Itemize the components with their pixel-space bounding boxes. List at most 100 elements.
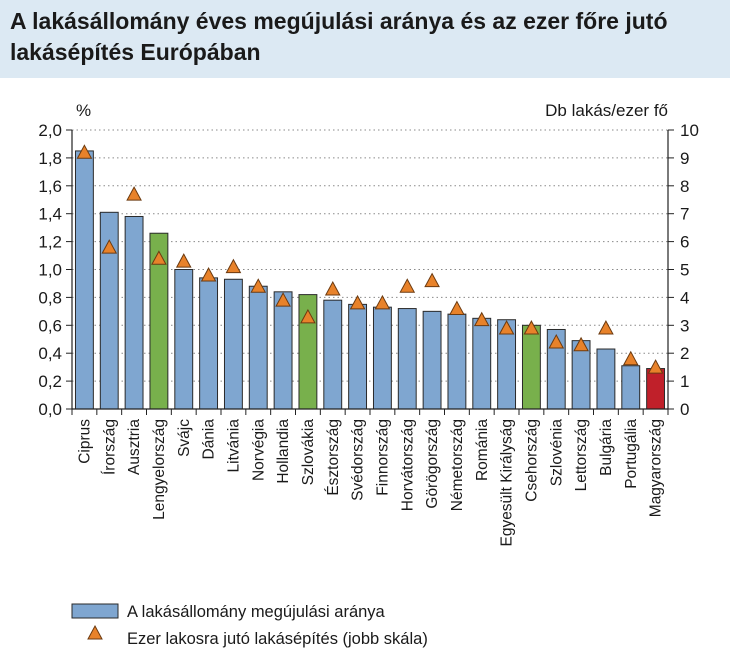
- bar: [397, 308, 417, 410]
- left-tick-label: 0,0: [38, 400, 62, 419]
- legend-bar-label: A lakásállomány megújulási aránya: [127, 603, 386, 621]
- triangle-marker: [250, 278, 267, 293]
- legend-bar-swatch: [71, 603, 119, 619]
- triangle-marker: [101, 239, 118, 254]
- category-label: Észtország: [325, 419, 342, 496]
- category-label: Dánia: [201, 419, 218, 460]
- right-axis-unit: Db lakás/ezer fő: [545, 101, 668, 120]
- right-tick-label: 10: [680, 121, 699, 140]
- legend-triangle-icon: [87, 624, 103, 640]
- category-label: Ciprus: [76, 419, 93, 464]
- bar: [646, 368, 666, 410]
- right-tick-label: 7: [680, 205, 689, 224]
- category-label: Szlovénia: [548, 419, 565, 487]
- triangle-marker: [573, 336, 589, 352]
- tick-labels: 0,0 0 0,2 1 0,4 2 0,6 3 0,8 4 1,0 5 1,2 6 1,4 7 1,6 8 1,8 9…: [38, 121, 699, 547]
- triangle-marker: [76, 144, 93, 159]
- triangle-marker: [275, 292, 291, 307]
- category-label: Svédország: [350, 419, 367, 501]
- markers: [76, 144, 664, 374]
- axes: [66, 129, 674, 415]
- bar: [273, 291, 293, 410]
- left-tick-label: 1,2: [38, 233, 62, 252]
- bar: [223, 278, 243, 410]
- category-label: Bulgária: [598, 419, 615, 476]
- left-axis-unit: %: [76, 101, 91, 120]
- left-tick-label: 1,6: [38, 177, 62, 196]
- bar: [596, 348, 616, 410]
- right-tick-label: 1: [680, 372, 689, 391]
- triangle-marker: [523, 320, 540, 335]
- bar: [248, 285, 268, 410]
- right-tick-label: 8: [680, 177, 689, 196]
- bar: [472, 317, 492, 410]
- left-tick-label: 0,6: [38, 316, 62, 335]
- bar: [447, 313, 467, 410]
- triangle-marker: [200, 267, 217, 282]
- triangle-marker: [225, 258, 242, 274]
- triangle-marker: [126, 186, 142, 201]
- category-label: Horvátország: [399, 419, 416, 511]
- category-label: Lengyelország: [151, 419, 168, 520]
- category-label: Ausztria: [126, 419, 143, 475]
- triangle-marker: [151, 250, 167, 265]
- triangle-marker: [349, 294, 366, 310]
- bar: [74, 150, 94, 410]
- triangle-marker: [548, 333, 565, 349]
- chart-svg: 0,0 0 0,2 1 0,4 2 0,6 3 0,8 4 1,0 5 1,2 6 1,4 7 1,6 8 1,8 9…: [38, 101, 699, 648]
- left-tick-label: 0,8: [38, 288, 62, 307]
- right-tick-label: 0: [680, 400, 689, 419]
- category-label: Egyesült Királyság: [499, 419, 516, 547]
- triangle-marker: [424, 272, 440, 288]
- category-label: Finnország: [374, 419, 391, 496]
- category-label: Svájc: [176, 419, 193, 457]
- triangle-marker: [473, 311, 490, 327]
- category-label: Litvánia: [225, 419, 242, 473]
- category-label: Magyarország: [648, 419, 665, 517]
- bar: [422, 310, 442, 410]
- triangle-marker: [498, 320, 515, 335]
- bar: [323, 299, 343, 410]
- triangle-marker: [324, 280, 341, 296]
- triangle-marker: [647, 359, 664, 374]
- chart-area: 0,0 0 0,2 1 0,4 2 0,6 3 0,8 4 1,0 5 1,2 6 1,4 7 1,6 8 1,8 9…: [0, 78, 730, 666]
- right-tick-label: 3: [680, 316, 689, 335]
- legend-marker-label: Ezer lakosra jutó lakásépítés (jobb skál…: [127, 630, 428, 648]
- left-tick-label: 2,0: [38, 121, 62, 140]
- bar: [521, 324, 541, 410]
- chart-title: A lakásállomány éves megújulási aránya é…: [10, 8, 668, 65]
- bar: [372, 306, 392, 410]
- gridlines: [72, 129, 668, 382]
- bar: [621, 365, 641, 410]
- category-label: Csehország: [523, 419, 540, 502]
- right-tick-label: 6: [680, 233, 689, 252]
- triangle-marker: [175, 253, 192, 268]
- right-tick-label: 4: [680, 288, 689, 307]
- right-tick-label: 9: [680, 149, 689, 168]
- right-tick-label: 5: [680, 261, 689, 280]
- left-tick-label: 0,4: [38, 344, 62, 363]
- category-label: Románia: [474, 419, 491, 481]
- left-tick-label: 0,2: [38, 372, 62, 391]
- triangle-marker: [374, 294, 391, 310]
- category-label: Norvégia: [250, 419, 267, 481]
- bars: [74, 150, 666, 410]
- category-label: Görögország: [424, 419, 441, 509]
- legend: A lakásállomány megújulási aránya Ezer l…: [71, 603, 428, 648]
- left-tick-label: 1,8: [38, 149, 62, 168]
- bar: [174, 269, 194, 410]
- category-label: Hollandia: [275, 419, 292, 484]
- bar: [124, 215, 144, 410]
- triangle-marker: [449, 300, 465, 316]
- right-tick-label: 2: [680, 344, 689, 363]
- triangle-marker: [300, 308, 316, 324]
- triangle-marker: [598, 320, 614, 335]
- triangle-marker: [622, 350, 639, 366]
- category-label: Németország: [449, 419, 466, 511]
- category-label: Szlovákia: [300, 419, 317, 486]
- category-label: Lettország: [573, 419, 590, 491]
- chart-header: A lakásállomány éves megújulási aránya é…: [0, 0, 730, 78]
- bar: [348, 303, 368, 410]
- category-label: Portugália: [623, 419, 640, 489]
- category-label: Írország: [101, 419, 118, 475]
